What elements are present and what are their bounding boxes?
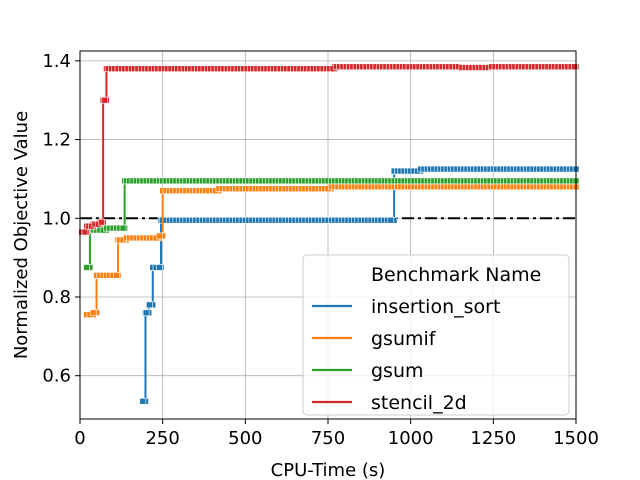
series-point [156, 264, 163, 271]
y-axis-label: Normalized Objective Value [11, 111, 32, 359]
series-point [156, 232, 163, 240]
series-gsum [83, 177, 580, 271]
x-tick-label: 500 [228, 428, 262, 449]
series-point [98, 218, 105, 226]
y-tick-label: 1.4 [42, 51, 71, 72]
series-point [142, 309, 150, 317]
y-tick-label: 0.8 [42, 287, 71, 308]
legend-label: insertion_sort [371, 296, 500, 318]
series-stencil_2d [78, 63, 580, 236]
y-tick-label: 1.2 [42, 130, 71, 151]
series-point [571, 63, 578, 71]
legend-title: Benchmark Name [371, 264, 541, 286]
legend-label: stencil_2d [371, 392, 467, 414]
ticks: 0 250 500 750 1000 1250 1500 0.6 0.8 1.0 1.2 1.4 [42, 51, 599, 449]
x-tick-label: 250 [145, 428, 179, 449]
series-point [119, 224, 127, 232]
series-point [113, 272, 120, 279]
x-tick-label: 0 [74, 428, 85, 449]
x-tick-label: 1000 [388, 428, 434, 449]
series-point [139, 397, 147, 405]
x-tick-label: 750 [311, 428, 345, 449]
legend-label: gsum [371, 360, 424, 382]
series-point [89, 309, 97, 317]
legend-label: gsumif [371, 328, 437, 350]
series-gsumif [83, 183, 580, 319]
x-tick-label: 1500 [553, 428, 599, 449]
series-point [146, 301, 153, 309]
series-point [101, 96, 109, 104]
x-tick-label: 1250 [470, 428, 516, 449]
series-point [81, 228, 89, 236]
series-insertion_sort [139, 165, 580, 405]
x-axis-label: CPU-Time (s) [271, 460, 386, 480]
series-group [78, 63, 580, 405]
y-tick-label: 0.6 [42, 366, 71, 387]
series-point [387, 216, 395, 224]
series-point [83, 264, 90, 271]
legend-box [302, 254, 570, 416]
y-tick-label: 1.0 [42, 208, 71, 229]
